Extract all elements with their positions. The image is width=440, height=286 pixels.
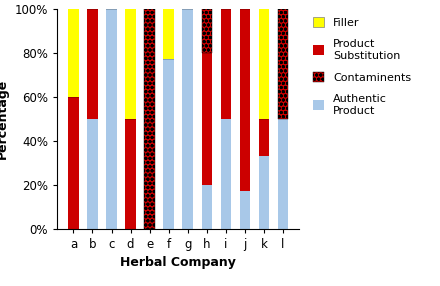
X-axis label: Herbal Company: Herbal Company [120, 256, 236, 269]
Bar [240, 191, 250, 229]
Bar [220, 9, 231, 119]
Bar [68, 97, 79, 229]
Bar [202, 9, 212, 53]
Legend: Filler, Product
Substitution, Contaminents, Authentic
Product: Filler, Product Substitution, Contaminen… [310, 14, 414, 119]
Bar [106, 9, 117, 229]
Bar [87, 9, 98, 119]
Bar [125, 9, 136, 119]
Bar [240, 9, 250, 191]
Bar [125, 119, 136, 229]
Bar [68, 9, 79, 97]
Bar [259, 9, 269, 119]
Bar [163, 59, 174, 229]
Bar [259, 119, 269, 156]
Bar [278, 9, 288, 119]
Y-axis label: Percentage: Percentage [0, 79, 9, 159]
Bar [202, 185, 212, 229]
Bar [144, 9, 155, 229]
Bar [87, 119, 98, 229]
Bar [259, 156, 269, 229]
Bar [278, 119, 288, 229]
Bar [220, 119, 231, 229]
Bar [183, 9, 193, 229]
Bar [202, 53, 212, 185]
Bar [163, 9, 174, 59]
